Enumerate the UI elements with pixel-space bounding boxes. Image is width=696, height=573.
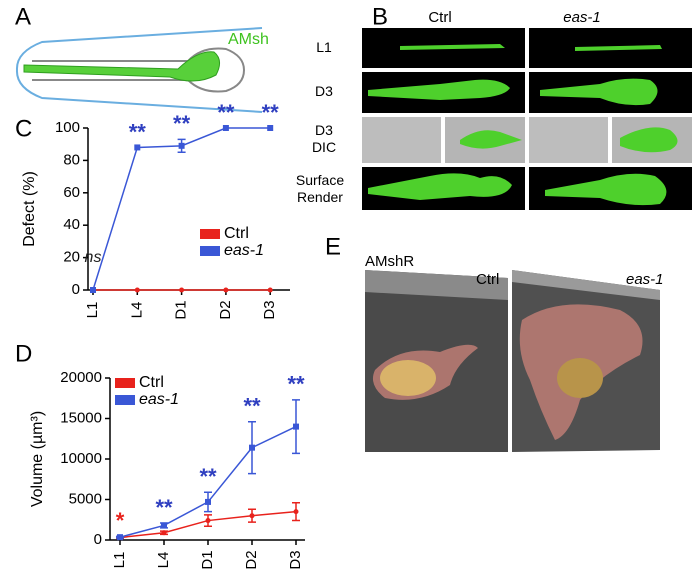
nerve-ring — [32, 47, 246, 93]
legend-swatch — [115, 378, 135, 388]
amsh-label: AMsh — [228, 31, 269, 48]
point — [134, 144, 141, 151]
point — [267, 125, 274, 131]
annotation: ** — [217, 100, 235, 125]
legend-swatch — [200, 229, 220, 239]
image-row: D3 DIC — [311, 122, 337, 155]
point — [293, 509, 299, 515]
legend-label: eas-1 — [139, 391, 179, 408]
point — [117, 534, 123, 541]
point — [222, 125, 229, 131]
point — [293, 423, 299, 430]
panel-label: E — [325, 233, 341, 260]
panel-label: D — [15, 340, 32, 367]
x-tick-label: L4 — [155, 552, 172, 569]
annotation: ** — [199, 464, 217, 489]
y-axis-label: Defect (%) — [21, 171, 38, 247]
image-column: eas-1 — [563, 9, 601, 26]
y-tick-label: 80 — [63, 151, 80, 168]
point — [134, 287, 140, 293]
annotation: ** — [243, 394, 261, 419]
legend-label: eas-1 — [224, 242, 264, 259]
annotation: ns — [85, 249, 102, 266]
point — [178, 142, 185, 149]
legend-swatch — [200, 246, 220, 256]
point — [249, 444, 255, 451]
legend-label: Ctrl — [224, 225, 249, 242]
y-tick-label: 100 — [55, 119, 80, 136]
worm-outline — [15, 27, 263, 113]
image-row: Surface Render — [295, 172, 345, 205]
image-row: D3 — [315, 83, 333, 99]
em-title: AMshR — [365, 253, 414, 270]
annotation: ** — [129, 119, 147, 144]
panel-label: B — [372, 3, 388, 30]
legend-swatch — [115, 395, 135, 405]
em-images — [365, 270, 660, 452]
point — [161, 522, 167, 529]
amsh-cell — [23, 51, 220, 82]
micrographs — [362, 28, 692, 210]
x-tick-label: D3 — [287, 550, 304, 569]
em-column: Ctrl — [476, 271, 499, 288]
x-tick-label: L4 — [128, 302, 145, 319]
y-tick-label: 15000 — [60, 409, 102, 426]
y-tick-label: 0 — [72, 281, 80, 298]
point — [267, 287, 273, 293]
image-column: Ctrl — [428, 9, 451, 26]
annotation: ** — [155, 495, 173, 520]
annotation: * — [116, 508, 125, 533]
x-tick-label: L1 — [84, 302, 101, 319]
panel-label: C — [15, 115, 32, 142]
y-tick-label: 20 — [63, 249, 80, 266]
point — [161, 530, 167, 536]
point — [205, 518, 211, 524]
x-tick-label: D2 — [217, 300, 234, 319]
legend-label: Ctrl — [139, 374, 164, 391]
image-row: L1 — [316, 39, 332, 55]
annotation: ** — [262, 100, 280, 125]
y-tick-label: 60 — [63, 184, 80, 201]
point — [205, 498, 211, 505]
x-tick-label: D3 — [261, 300, 278, 319]
y-axis-label: Volume (µm³) — [29, 411, 46, 507]
em-column: eas-1 — [626, 271, 664, 288]
y-tick-label: 5000 — [69, 490, 102, 507]
annotation: ** — [287, 372, 305, 397]
x-tick-label: D2 — [243, 550, 260, 569]
y-tick-label: 40 — [63, 216, 80, 233]
y-tick-label: 0 — [94, 531, 102, 548]
point — [249, 513, 255, 519]
x-tick-label: D1 — [173, 300, 190, 319]
x-tick-label: D1 — [199, 550, 216, 569]
point — [223, 287, 229, 293]
point — [179, 287, 185, 293]
point — [90, 287, 96, 293]
x-tick-label: L1 — [111, 552, 128, 569]
panel-label: A — [15, 3, 31, 30]
annotation: ** — [173, 111, 191, 136]
y-tick-label: 10000 — [60, 450, 102, 467]
y-tick-label: 20000 — [60, 369, 102, 386]
